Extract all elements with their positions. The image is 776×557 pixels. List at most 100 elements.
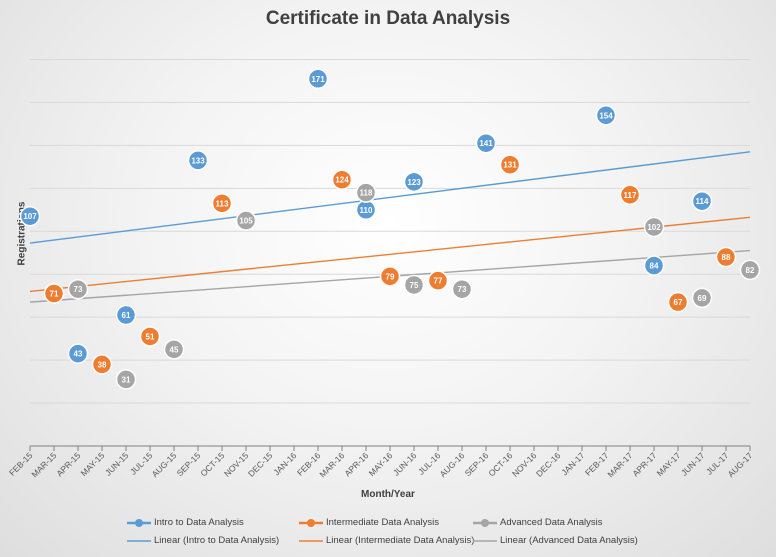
point-intermediate [667, 291, 689, 313]
data-label-advanced: 82 [746, 266, 755, 275]
x-tick-label: DEC-16 [534, 450, 563, 479]
point-advanced [643, 216, 665, 238]
x-tick-label: OCT-15 [198, 450, 226, 478]
trendline-intermediate [29, 216, 751, 293]
x-tick-label: JAN-16 [271, 450, 298, 477]
chart-title: Certificate in Data Analysis [265, 8, 511, 29]
point-advanced [235, 210, 257, 231]
data-label-intermediate: 79 [386, 272, 395, 281]
point-intermediate [715, 246, 737, 268]
data-label-advanced: 75 [410, 281, 419, 290]
legend-swatch [127, 540, 151, 542]
point-intermediate [211, 193, 233, 214]
x-tick-label: MAY-15 [79, 450, 107, 478]
data-label-intro: 43 [74, 350, 83, 359]
legend-label: Linear (Intro to Data Analysis) [154, 535, 280, 546]
point-advanced [451, 278, 473, 300]
data-label-advanced: 73 [74, 285, 83, 294]
legend-label: Intermediate Data Analysis [326, 517, 440, 528]
data-label-advanced: 73 [458, 285, 467, 294]
point-intermediate [427, 270, 449, 291]
data-label-advanced: 102 [647, 223, 661, 232]
data-label-intro: 154 [599, 111, 613, 120]
x-tick-label: APR-16 [342, 450, 370, 478]
point-intermediate [499, 154, 521, 175]
data-label-intermediate: 117 [624, 191, 637, 200]
x-axis-label: Month/Year [361, 489, 415, 500]
x-tick-label: JUN-16 [391, 450, 419, 478]
legend-label: Advanced Data Analysis [500, 517, 603, 528]
data-label-intermediate: 38 [98, 360, 107, 369]
legend-swatch [473, 519, 497, 527]
point-advanced [115, 369, 137, 390]
legend-label: Linear (Advanced Data Analysis) [500, 535, 638, 546]
point-intro [691, 190, 713, 212]
point-advanced [163, 339, 185, 360]
data-label-intermediate: 71 [50, 290, 59, 299]
x-tick-label: MAR-15 [29, 450, 58, 479]
x-tick-label: AUG-16 [438, 450, 467, 479]
legend-swatch [473, 540, 497, 542]
data-label-intermediate: 77 [434, 277, 443, 286]
point-intro [115, 304, 137, 326]
data-label-intro: 84 [650, 262, 659, 271]
legend-label: Intro to Data Analysis [154, 517, 244, 528]
x-tick-label: NOV-15 [222, 450, 251, 479]
data-label-advanced: 118 [360, 189, 373, 198]
trendline-intro [29, 151, 751, 244]
data-label-advanced: 45 [170, 345, 179, 354]
x-tick-label: MAR-17 [605, 450, 634, 479]
legend: Intro to Data Analysis Intermediate Data … [126, 515, 646, 551]
x-tick-label: MAY-16 [367, 450, 395, 478]
x-tick-label: SEP-15 [175, 450, 203, 478]
x-tick-label: MAY-17 [655, 450, 683, 478]
data-label-intermediate: 51 [146, 332, 155, 341]
data-label-intermediate: 131 [503, 161, 517, 170]
data-label-intro: 61 [122, 311, 131, 320]
data-label-intro: 133 [191, 156, 205, 165]
x-tick-label: SEP-16 [463, 450, 491, 478]
x-tick-label: APR-15 [54, 450, 82, 478]
legend-swatch [299, 519, 323, 527]
x-tick-label: APR-17 [630, 450, 658, 478]
data-label-intro: 114 [696, 197, 709, 206]
point-advanced [67, 278, 89, 300]
data-label-intermediate: 113 [216, 199, 229, 208]
data-label-intro: 110 [360, 206, 373, 215]
data-label-intermediate: 67 [674, 298, 683, 307]
x-tick-label: NOV-16 [510, 450, 539, 479]
x-tick-label: JAN-17 [559, 450, 586, 477]
point-advanced [739, 259, 761, 281]
x-tick-label: JUN-17 [679, 450, 707, 478]
point-intro [643, 255, 665, 276]
point-intro [475, 132, 497, 154]
point-intermediate [43, 283, 65, 304]
data-label-intro: 171 [311, 75, 325, 84]
point-intermediate [91, 354, 113, 375]
point-advanced [355, 182, 377, 203]
point-intro [19, 205, 41, 227]
data-label-intro: 141 [479, 139, 493, 148]
point-intro [403, 171, 425, 193]
point-advanced [691, 287, 713, 309]
point-intro [187, 150, 209, 171]
data-label-advanced: 69 [698, 294, 707, 303]
legend-swatch [299, 540, 323, 542]
point-intermediate [139, 326, 161, 347]
x-tick-label: AUG-15 [150, 450, 179, 479]
data-label-advanced: 105 [239, 217, 253, 226]
data-label-intermediate: 88 [722, 253, 731, 262]
x-tick-label: DEC-15 [246, 450, 275, 479]
point-intro [595, 105, 617, 126]
data-label-intro: 123 [407, 178, 421, 187]
x-tick-label: MAR-16 [317, 450, 346, 479]
data-label-advanced: 31 [122, 375, 131, 384]
x-tick-label: JUN-15 [103, 450, 131, 478]
x-tick-label: OCT-16 [486, 450, 514, 478]
data-label-intro: 107 [23, 212, 37, 221]
legend-label: Linear (Intermediate Data Analysis) [326, 535, 475, 546]
legend-swatch [127, 519, 151, 527]
point-intermediate [619, 184, 641, 206]
